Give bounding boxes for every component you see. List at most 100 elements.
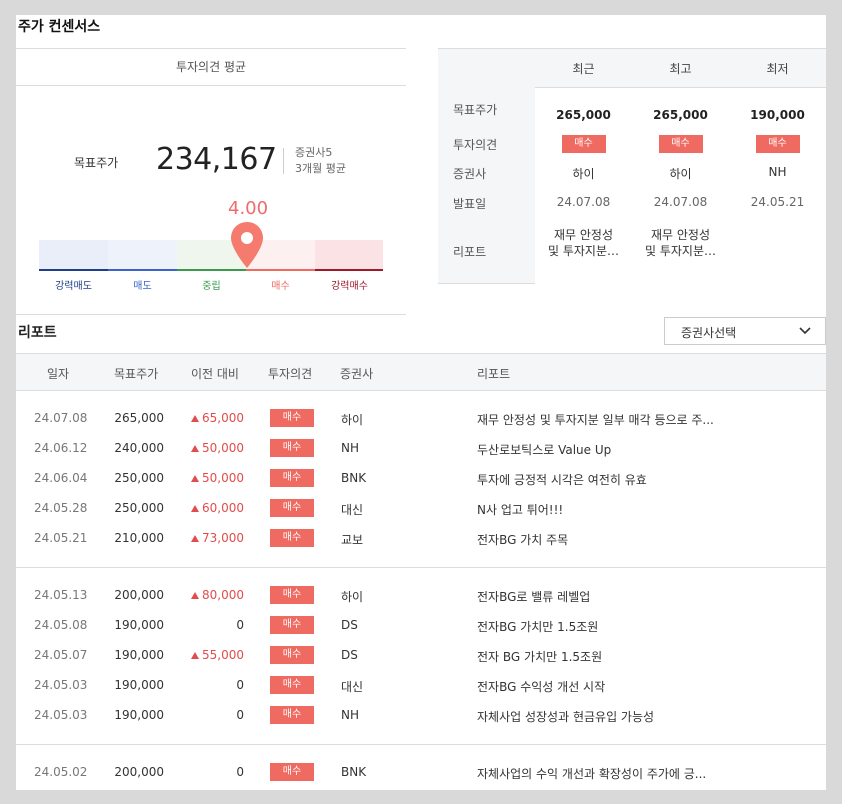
scale-label-neutral: 중립	[202, 281, 221, 292]
table-row[interactable]: 24.06.04 250,000 50,000 매수 BNK 투자에 긍정적 시각은 여전…	[16, 464, 826, 494]
row-change-value: 50,000	[202, 471, 244, 485]
th-change: 이전 대비	[191, 367, 239, 381]
table-row[interactable]: 24.05.08 190,000 0 매수 DS 전자BG 가치만 1.5조원	[16, 611, 826, 641]
recent-broker: 하이	[572, 167, 595, 181]
scale-band-strong-buy	[315, 240, 383, 270]
scale-line-strong-sell	[39, 269, 108, 271]
row-date: 24.07.08	[34, 411, 88, 425]
up-arrow-icon	[191, 415, 199, 422]
divider	[16, 314, 406, 315]
opinion-average-card: 투자의견 평균 목표주가 234,167 증권사5 3개월 평균 4.00 강력…	[16, 48, 406, 315]
row-change-value: 0	[236, 708, 244, 722]
broker-select[interactable]: 증권사선택	[664, 317, 826, 345]
th-date: 일자	[47, 367, 70, 381]
low-price: 190,000	[750, 108, 805, 122]
scale-label-buy: 매수	[271, 281, 290, 292]
table-row[interactable]: 24.06.12 240,000 50,000 매수 NH 두산로보틱스로 Value U…	[16, 434, 826, 464]
opinion-badge: 매수	[270, 706, 314, 724]
row-date: 24.05.21	[34, 531, 88, 545]
row-date: 24.05.02	[34, 765, 88, 779]
row-date: 24.05.08	[34, 618, 88, 632]
scale-label-strong-buy: 강력매수	[331, 281, 368, 292]
row-report-link[interactable]: 자체사업의 수익 개선과 확장성이 주가에 긍...	[477, 767, 707, 781]
table-row[interactable]: 24.05.07 190,000 55,000 매수 DS 전자 BG 가치만 1.5조원	[16, 641, 826, 671]
table-row[interactable]: 24.05.13 200,000 80,000 매수 하이 전자BG로 밸류 레벨업	[16, 581, 826, 611]
row-report-link[interactable]: 전자BG 가치만 1.5조원	[477, 620, 599, 634]
row-date: 24.05.03	[34, 678, 88, 692]
opinion-score: 4.00	[228, 198, 269, 219]
group-divider	[16, 744, 826, 745]
scale-line-neutral	[177, 269, 246, 271]
scale-label-strong-sell: 강력매도	[55, 281, 92, 292]
row-label-target: 목표주가	[453, 103, 498, 117]
row-change: 80,000	[176, 588, 244, 602]
row-change-value: 55,000	[202, 648, 244, 662]
row-label-report: 리포트	[453, 245, 487, 259]
opinion-badge: 매수	[755, 135, 800, 153]
scale-band-strong-sell	[39, 240, 108, 270]
target-price-meta: 증권사5 3개월 평균	[295, 145, 346, 177]
row-report-link[interactable]: 자체사업 성장성과 현금유입 가능성	[477, 710, 655, 724]
up-arrow-icon	[191, 445, 199, 452]
recent-opinion: 매수	[535, 135, 632, 153]
summary-body	[535, 87, 826, 284]
row-opinion: 매수	[270, 586, 314, 604]
score-marker-icon	[231, 222, 263, 268]
row-report-link[interactable]: 투자에 긍정적 시각은 여전히 유효	[477, 473, 647, 487]
row-broker: 교보	[341, 533, 364, 547]
report-line: 재무 안정성	[553, 228, 613, 242]
row-target-price: 190,000	[114, 618, 164, 632]
recent-report-link[interactable]: 재무 안정성 및 투자지분…	[535, 227, 632, 259]
row-report-link[interactable]: 두산로보틱스로 Value Up	[477, 443, 612, 457]
target-price-value: 234,167	[156, 142, 277, 177]
row-opinion: 매수	[270, 529, 314, 547]
row-report-link[interactable]: 전자BG로 밸류 레벨업	[477, 590, 591, 604]
row-change-value: 0	[236, 678, 244, 692]
row-report-link[interactable]: 전자BG 가치 주목	[477, 533, 569, 547]
divider	[535, 87, 826, 88]
col-header-recent: 최근	[572, 62, 595, 76]
table-row[interactable]: 24.05.02 200,000 0 매수 BNK 자체사업의 수익 개선과 확장성이 주…	[16, 758, 826, 788]
row-broker: 하이	[341, 590, 364, 604]
row-report-link[interactable]: 전자 BG 가치만 1.5조원	[477, 650, 603, 664]
row-change: 0	[176, 678, 244, 692]
row-change: 0	[176, 765, 244, 779]
table-row[interactable]: 24.05.28 250,000 60,000 매수 대신 N사 업고 튀어!!!	[16, 494, 826, 524]
row-change: 0	[176, 618, 244, 632]
row-change: 60,000	[176, 501, 244, 515]
table-row[interactable]: 24.07.08 265,000 65,000 매수 하이 재무 안정성 및 투자지분 일…	[16, 404, 826, 434]
row-broker: DS	[341, 648, 358, 662]
row-change: 50,000	[176, 471, 244, 485]
high-price: 265,000	[653, 108, 708, 122]
opinion-average-header: 투자의견 평균	[16, 48, 406, 86]
high-broker: 하이	[669, 167, 692, 181]
target-price-label: 목표주가	[74, 156, 119, 170]
opinion-badge: 매수	[270, 439, 314, 457]
row-report-link[interactable]: 재무 안정성 및 투자지분 일부 매각 등으로 주...	[477, 413, 714, 427]
row-date: 24.06.04	[34, 471, 88, 485]
row-report-link[interactable]: 전자BG 수익성 개선 시작	[477, 680, 606, 694]
row-target-price: 200,000	[114, 765, 164, 779]
high-report-link[interactable]: 재무 안정성 및 투자지분…	[632, 227, 729, 259]
opinion-badge: 매수	[270, 499, 314, 517]
row-target-price: 190,000	[114, 648, 164, 662]
table-row[interactable]: 24.05.03 190,000 0 매수 대신 전자BG 수익성 개선 시작	[16, 671, 826, 701]
row-change-value: 0	[236, 618, 244, 632]
row-date: 24.05.28	[34, 501, 88, 515]
table-row[interactable]: 24.05.03 190,000 0 매수 NH 자체사업 성장성과 현금유입 가능성	[16, 701, 826, 731]
table-row[interactable]: 24.05.21 210,000 73,000 매수 교보 전자BG 가치 주목	[16, 524, 826, 554]
row-broker: NH	[341, 708, 359, 722]
row-change: 73,000	[176, 531, 244, 545]
row-broker: DS	[341, 618, 358, 632]
scale-line-buy	[246, 269, 315, 271]
up-arrow-icon	[191, 505, 199, 512]
th-opinion: 투자의견	[268, 367, 313, 381]
period-note: 3개월 평균	[295, 162, 346, 175]
row-target-price: 265,000	[114, 411, 164, 425]
row-broker: BNK	[341, 471, 367, 485]
row-report-link[interactable]: N사 업고 튀어!!!	[477, 503, 564, 517]
chevron-down-icon	[799, 327, 811, 335]
up-arrow-icon	[191, 592, 199, 599]
row-target-price: 190,000	[114, 708, 164, 722]
row-opinion: 매수	[270, 409, 314, 427]
